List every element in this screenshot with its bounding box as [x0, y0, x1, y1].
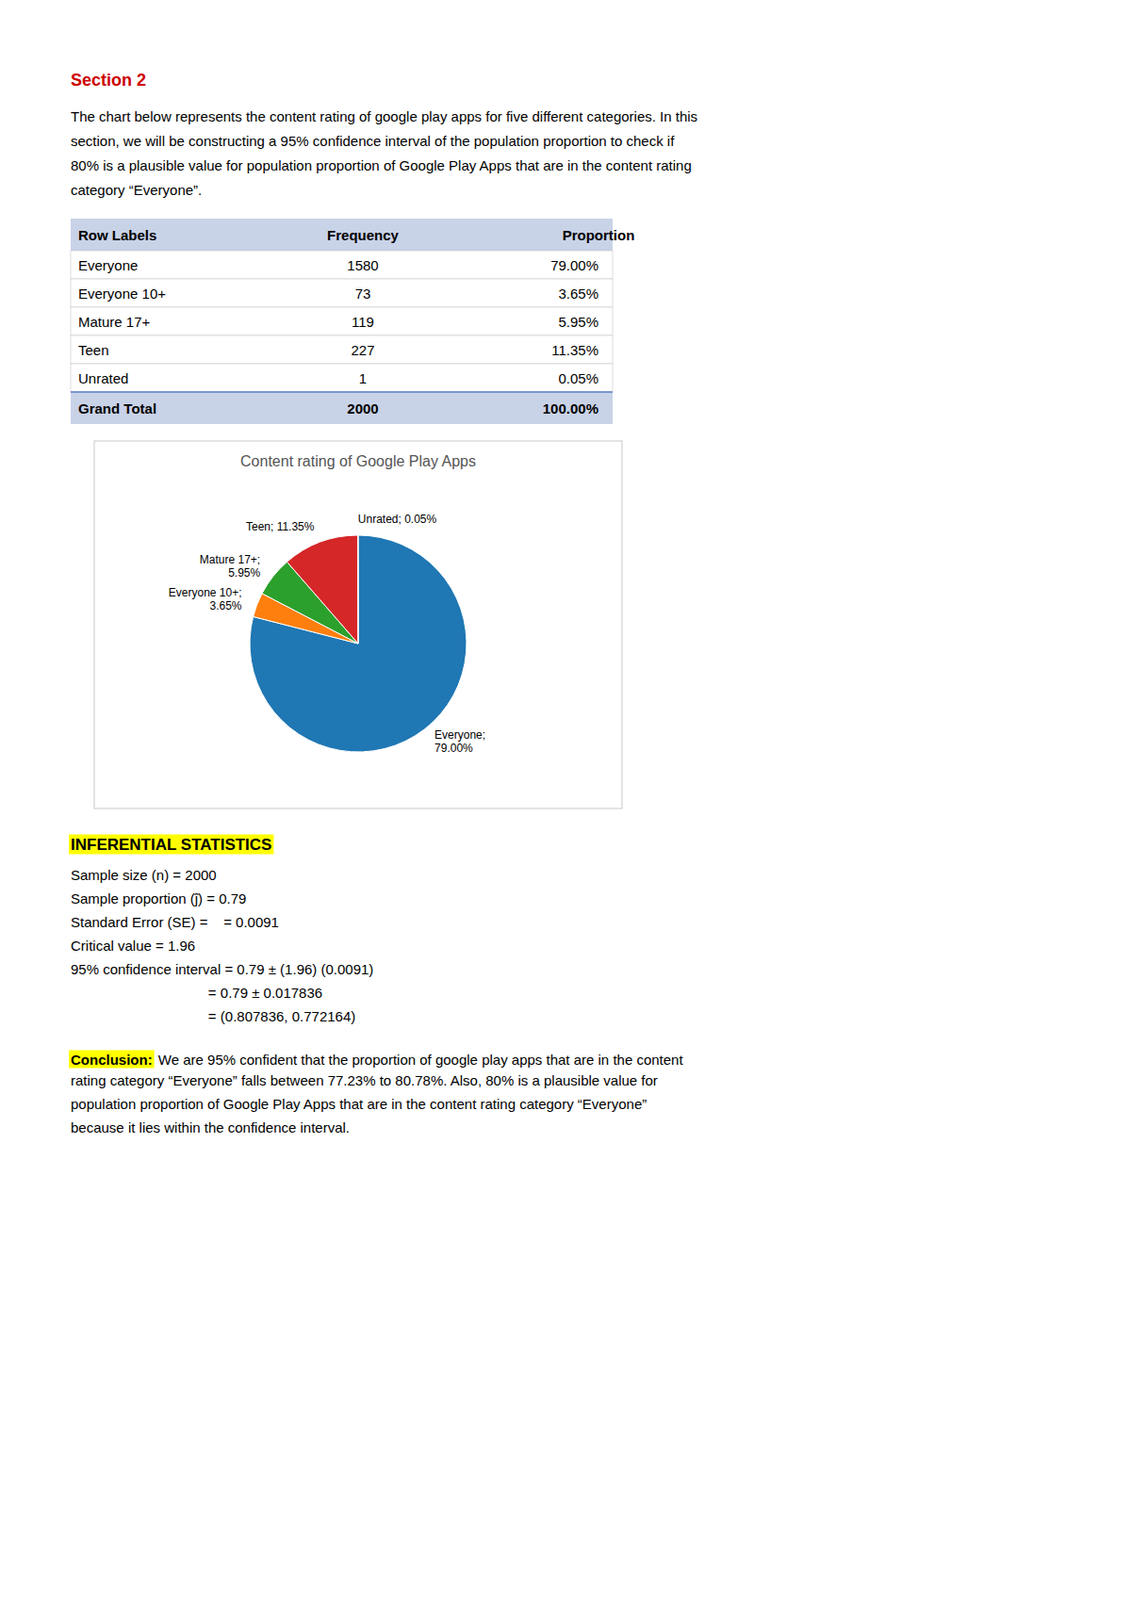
table-cell: Everyone 10+ — [78, 285, 166, 302]
table-cell: Teen — [78, 342, 110, 359]
stats-line: Sample size (n) = 2000 — [70, 867, 217, 884]
table-cell: 227 — [350, 342, 375, 359]
highlight — [68, 835, 274, 855]
conclusion-line: population proportion of Google Play App… — [70, 1096, 647, 1113]
table-footer: Grand Total — [78, 400, 157, 417]
intro-line: section, we will be constructing a 95% c… — [70, 132, 675, 149]
table-cell: 1580 — [346, 257, 378, 274]
table-cell: 1 — [359, 370, 367, 387]
table-cell: Mature 17+ — [78, 313, 151, 330]
table-footer-rule — [70, 391, 613, 394]
conclusion-label: Conclusion: — [70, 1051, 153, 1068]
slices — [249, 535, 467, 753]
table-header: Row Labels — [78, 227, 157, 244]
table-row-bg — [70, 363, 613, 393]
chart-frame — [94, 441, 623, 809]
conclusion-line: because it lies within the confidence in… — [70, 1119, 350, 1136]
intro-line: category “Everyone”. — [70, 181, 202, 198]
pie-slice — [249, 535, 467, 753]
stats-line: 95% confidence interval = 0.79 ± (1.96) … — [70, 961, 374, 978]
table-cell: 119 — [351, 313, 375, 330]
table-cell: 79.00% — [550, 257, 599, 274]
pie-chart: Content rating of Google Play Apps Everyo… — [94, 441, 623, 809]
table-cell: Everyone — [78, 257, 138, 274]
table-header: Frequency — [327, 227, 400, 244]
table-row-bg — [70, 278, 613, 308]
table-row-bg — [70, 307, 613, 336]
inferential: INFERENTIAL STATISTICS Sample size (n) = … — [68, 835, 374, 1026]
stats-line: = 0.79 ± 0.017836 — [70, 984, 323, 1001]
data-label: Mature 17+;5.95% — [199, 553, 262, 580]
conclusion: Conclusion: We are 95% confident that th… — [68, 1050, 684, 1137]
intro-line: The chart below represents the content r… — [70, 108, 698, 125]
inferential-title: INFERENTIAL STATISTICS — [70, 835, 272, 854]
table-footer: 100.00% — [542, 400, 599, 417]
data-label: Unrated; 0.05% — [358, 512, 438, 526]
table-footer-bg — [70, 392, 613, 425]
table-row-bg — [70, 250, 613, 279]
table-footer: 2000 — [346, 400, 378, 417]
conclusion-line: We are 95% confident that the proportion… — [154, 1051, 685, 1068]
table-cell: 5.95% — [557, 313, 599, 330]
table-cell: 11.35% — [551, 342, 599, 359]
chart-title: Content rating of Google Play Apps — [240, 453, 476, 470]
page: Section 2 The chart below represents the … — [0, 0, 1131, 1600]
table-cell: 0.05% — [557, 370, 599, 387]
table-header: Proportion — [562, 227, 636, 244]
intro-line: 80% is a plausible value for population … — [70, 157, 692, 174]
data-label: Everyone;79.00% — [434, 728, 486, 755]
highlight — [68, 1050, 155, 1069]
stats-line: Sample proportion (ĵ) = 0.79 — [70, 890, 246, 907]
stats-line: Standard Error (SE) = = 0.0091 — [70, 914, 279, 931]
table-cell: 73 — [355, 285, 372, 302]
table-cell: 3.65% — [557, 285, 599, 302]
stats-line: Critical value = 1.96 — [70, 937, 196, 954]
section-title: Section 2 — [70, 70, 147, 90]
conclusion-line: rating category “Everyone” falls between… — [70, 1072, 658, 1089]
table-row-bg — [70, 335, 613, 364]
data-label: Everyone 10+;3.65% — [168, 586, 243, 613]
data-labels: Everyone;79.00% Everyone 10+;3.65% Mature … — [168, 512, 486, 756]
data-label: Teen; 11.35% — [245, 520, 315, 534]
table-cell: Unrated — [78, 370, 129, 387]
pie-slice — [357, 535, 359, 644]
pie-slice — [286, 535, 359, 644]
stats-line: = (0.807836, 0.772164) — [70, 1008, 356, 1025]
table: Row Labels Frequency Proportion Everyone 158… — [70, 218, 635, 425]
document: Section 2 The chart below represents the … — [70, 70, 698, 425]
table-header-bg — [70, 218, 613, 251]
